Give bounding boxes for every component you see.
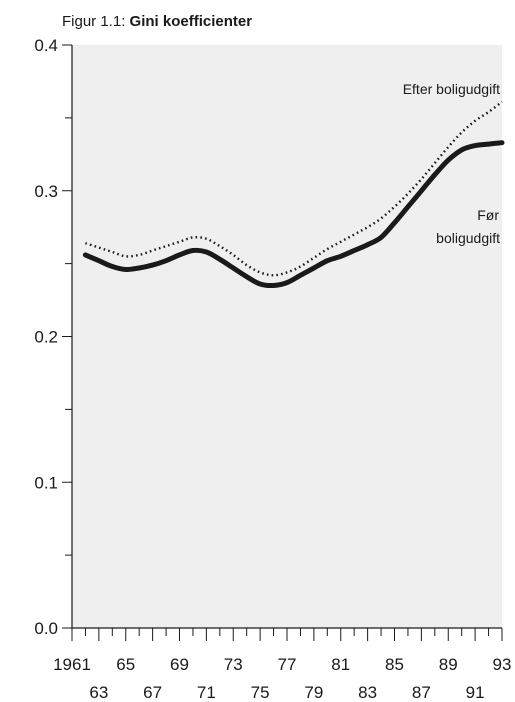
title-bold: Gini koefficienter bbox=[129, 13, 253, 30]
x-tick-label: 65 bbox=[116, 655, 135, 674]
x-tick-label: 93 bbox=[493, 655, 512, 674]
title-prefix: Figur 1.1: bbox=[62, 13, 126, 30]
x-tick-label: 87 bbox=[412, 683, 431, 702]
y-tick-label: 0.2 bbox=[34, 328, 58, 347]
series-line-foer-boligudgift bbox=[82, 140, 505, 289]
x-tick-label: 63 bbox=[89, 683, 108, 702]
x-tick-label: 89 bbox=[439, 655, 458, 674]
x-tick-label: 1961 bbox=[53, 655, 91, 674]
series-label-efter: Efter boligudgift bbox=[403, 81, 500, 97]
chart-title: Figur 1.1: Gini koefficienter bbox=[62, 13, 252, 30]
y-tick-label: 0.1 bbox=[34, 473, 58, 492]
x-tick-label: 73 bbox=[224, 655, 243, 674]
x-tick-label: 75 bbox=[251, 683, 270, 702]
y-tick-label: 0.4 bbox=[34, 36, 58, 55]
plot-area bbox=[72, 45, 502, 628]
y-tick-label: 0.3 bbox=[34, 182, 58, 201]
x-tick-label: 83 bbox=[358, 683, 377, 702]
y-tick-label: 0.0 bbox=[34, 619, 58, 638]
series-label-foer-line1: Før bbox=[477, 207, 499, 223]
x-tick-label: 69 bbox=[170, 655, 189, 674]
x-tick-label: 91 bbox=[466, 683, 485, 702]
axes: 0.0 0.1 0.2 0.3 0.4 1961 65 69 73 77 81 85 89 93 63 67 7… bbox=[34, 36, 511, 702]
x-tick-label: 85 bbox=[385, 655, 404, 674]
x-tick-label: 79 bbox=[304, 683, 323, 702]
x-tick-label: 71 bbox=[197, 683, 216, 702]
x-tick-label: 67 bbox=[143, 683, 162, 702]
series-layer bbox=[82, 100, 505, 289]
labels-layer: Efter boligudgift Før boligudgift bbox=[403, 81, 500, 246]
series-label-foer-line2: boligudgift bbox=[436, 230, 500, 246]
x-tick-label: 81 bbox=[331, 655, 350, 674]
x-tick-label: 77 bbox=[278, 655, 297, 674]
